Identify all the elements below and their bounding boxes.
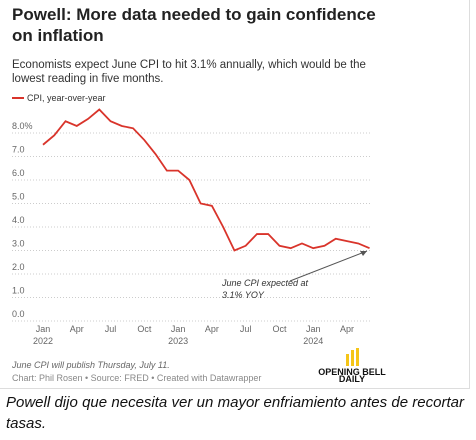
logo-bar: [346, 354, 349, 366]
chart-panel: [0, 0, 470, 389]
note: June CPI will publish Thursday, July 11.: [11, 360, 170, 370]
y-tick-label: 8.0%: [12, 121, 33, 131]
annotation: 3.1% YOY: [222, 290, 265, 300]
x-tick-label: Jan: [36, 324, 51, 334]
y-tick-label: 7.0: [12, 145, 25, 155]
x-tick-label: Apr: [70, 324, 84, 334]
legend-label: CPI, year-over-year: [27, 93, 106, 103]
y-tick-label: 1.0: [12, 286, 25, 296]
x-tick-label: Apr: [340, 324, 354, 334]
chart-subtitle: Economists expect June CPI to hit 3.1% a…: [12, 59, 366, 85]
annotation-arrow: [289, 250, 368, 282]
logo-bar: [351, 350, 354, 366]
y-tick-label: 3.0: [12, 239, 25, 249]
x-tick-label: Apr: [205, 324, 219, 334]
x-tick-label: Jul: [105, 324, 117, 334]
logo-text: OPENING BELL: [318, 367, 386, 377]
annotation: June CPI expected at: [221, 278, 309, 288]
x-year-label: 2022: [33, 336, 53, 346]
x-year-label: 2024: [303, 336, 323, 346]
x-tick-label: Oct: [272, 324, 287, 334]
logo-text: DAILY: [339, 374, 365, 384]
logo-bar: [356, 348, 359, 366]
caption: Powell dijo que necesita ver un mayor en…: [6, 394, 464, 432]
chart-title: Powell: More data needed to gain confide…: [12, 5, 376, 45]
y-tick-label: 0.0: [12, 309, 25, 319]
data-line: [42, 108, 370, 252]
y-tick-label: 4.0: [12, 215, 25, 225]
y-tick-label: 2.0: [12, 262, 25, 272]
x-tick-label: Oct: [137, 324, 152, 334]
x-tick-label: Jan: [306, 324, 321, 334]
y-tick-label: 5.0: [12, 192, 25, 202]
x-tick-label: Jul: [240, 324, 252, 334]
x-tick-label: Jan: [171, 324, 186, 334]
arrow-head: [360, 251, 367, 256]
chart: CPI, year-over-year 0.0 1.0 2.0 3.0 4.0 5.0 6.0…: [11, 93, 386, 384]
x-year-label: 2023: [168, 336, 188, 346]
y-tick-label: 6.0: [12, 168, 25, 178]
credit: Chart: Phil Rosen • Source: FRED • Creat…: [12, 373, 261, 383]
